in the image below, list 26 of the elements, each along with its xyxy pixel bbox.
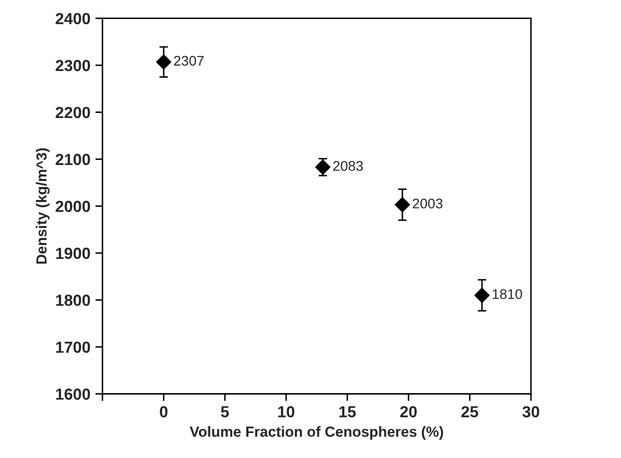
- y-tick-label: 2300: [56, 60, 90, 72]
- x-axis-title: Volume Fraction of Cenospheres (%): [190, 426, 444, 440]
- point: [315, 159, 331, 175]
- point: [394, 196, 410, 212]
- point: [474, 288, 490, 303]
- x-tick-label: 10: [278, 406, 294, 418]
- data-label: 1810: [492, 289, 522, 300]
- y-tick-label: 2200: [56, 106, 90, 118]
- x-tick-label: 25: [461, 406, 478, 418]
- x-tick-label: 15: [339, 406, 356, 418]
- y-tick-label: 1800: [56, 294, 90, 306]
- point: [156, 54, 172, 70]
- data-label: 2003: [412, 198, 442, 208]
- y-tick-label: 2000: [56, 200, 90, 212]
- y-tick-label: 2100: [56, 154, 90, 166]
- data-label: 2083: [333, 161, 363, 171]
- x-tick-label: 20: [400, 406, 417, 418]
- y-tick-label: 1600: [56, 388, 90, 400]
- x-tick-label: 5: [220, 406, 229, 418]
- x-tick-label: 30: [522, 406, 540, 418]
- x-tick-label: 0: [160, 406, 168, 418]
- y-tick-label: 2400: [56, 12, 90, 24]
- data-label: 2307: [174, 56, 204, 66]
- y-axis-title: Density (kg/m^3): [36, 148, 50, 264]
- y-tick-label: 1700: [56, 342, 90, 353]
- y-tick-label: 1900: [56, 248, 90, 259]
